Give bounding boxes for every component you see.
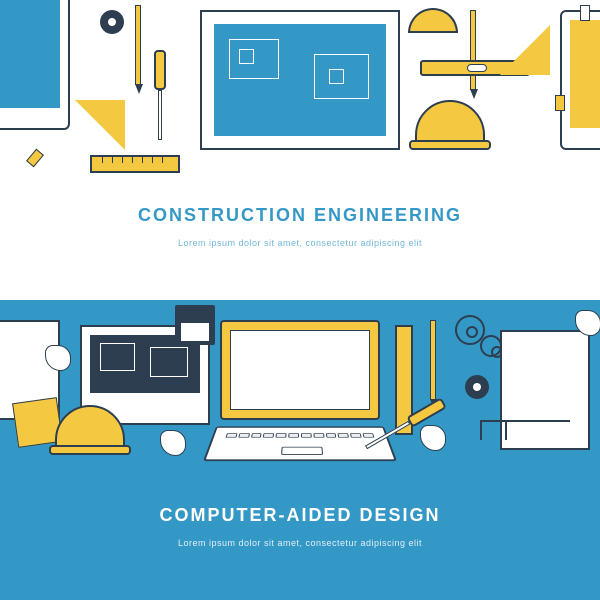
set-square-icon xyxy=(500,25,550,75)
computer-aided-design-banner: COMPUTER-AIDED DESIGN Lorem ipsum dolor … xyxy=(0,300,600,600)
clipboard-icon xyxy=(560,10,600,150)
laptop-icon xyxy=(210,320,390,450)
tablet-icon xyxy=(0,0,70,130)
floppy-disk-icon xyxy=(175,305,215,345)
banner-subtitle: Lorem ipsum dolor sit amet, consectetur … xyxy=(178,538,422,548)
top-illustration xyxy=(0,0,600,180)
pencil-icon xyxy=(470,10,476,90)
banner-title: COMPUTER-AIDED DESIGN xyxy=(159,505,440,526)
set-square-icon xyxy=(75,100,125,150)
screwdriver-icon xyxy=(155,50,165,140)
gear-icon xyxy=(480,335,502,357)
eraser-icon xyxy=(26,149,44,168)
ruler-icon xyxy=(90,155,180,173)
bottom-illustration xyxy=(0,300,600,480)
blueprint-icon xyxy=(200,10,400,150)
hard-hat-icon xyxy=(415,100,485,150)
pencil-icon xyxy=(430,320,436,400)
disc-icon xyxy=(465,375,489,399)
eraser-icon xyxy=(580,5,590,21)
disc-icon xyxy=(100,10,124,34)
banner-title: CONSTRUCTION ENGINEERING xyxy=(138,205,462,226)
crumpled-paper-icon xyxy=(160,430,186,456)
crumpled-paper-icon xyxy=(420,425,446,451)
protractor-icon xyxy=(408,8,458,33)
eraser-icon xyxy=(555,95,565,111)
caliper-icon xyxy=(480,420,570,440)
pencil-icon xyxy=(135,5,141,85)
construction-engineering-banner: CONSTRUCTION ENGINEERING Lorem ipsum dol… xyxy=(0,0,600,300)
banner-subtitle: Lorem ipsum dolor sit amet, consectetur … xyxy=(178,238,422,248)
